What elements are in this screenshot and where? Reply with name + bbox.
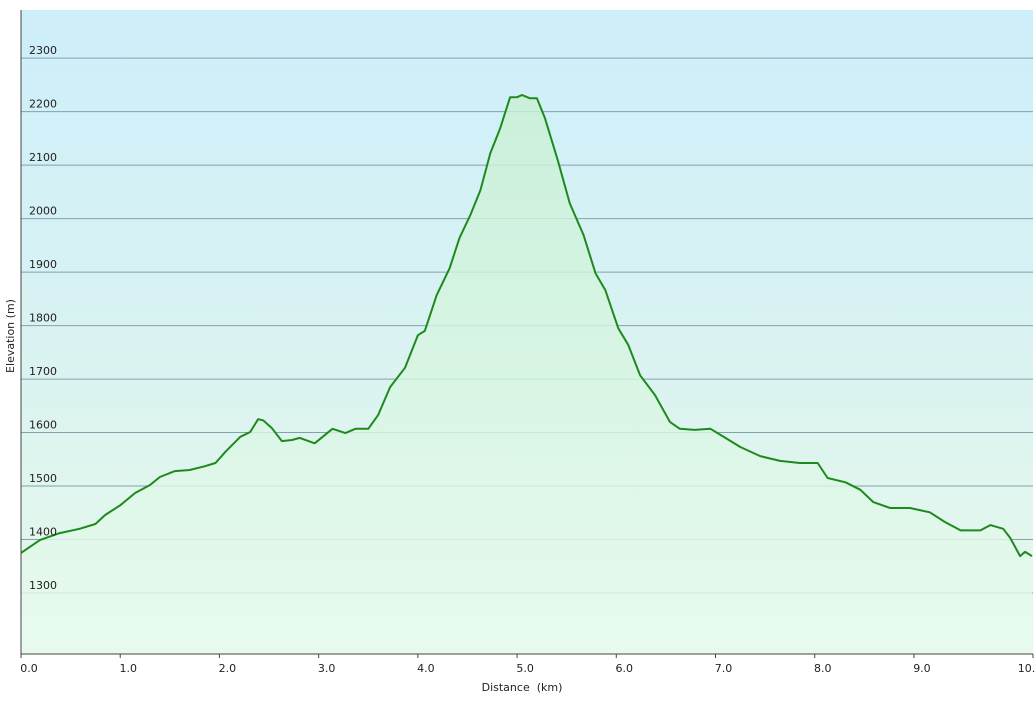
y-tick-label: 1400: [29, 526, 57, 539]
x-tick-label: 4.0: [417, 662, 435, 675]
x-tick-label: 1.0: [119, 662, 137, 675]
area-fill: [21, 95, 1032, 654]
y-axis-label: Elevation (m): [4, 299, 17, 373]
y-tick-label: 1600: [29, 419, 57, 432]
x-tick-label: 9.0: [913, 662, 931, 675]
y-tick-label: 2000: [29, 205, 57, 218]
x-axis-label: Distance (km): [482, 681, 563, 694]
x-tick-label: 7.0: [715, 662, 733, 675]
y-tick-label: 1800: [29, 312, 57, 325]
y-tick-label: 1700: [29, 365, 57, 378]
y-tick-label: 2100: [29, 151, 57, 164]
x-tick-label: 0.0: [20, 662, 38, 675]
y-tick-label: 1300: [29, 579, 57, 592]
y-tick-label: 2300: [29, 44, 57, 57]
y-tick-label: 1500: [29, 472, 57, 485]
y-tick-label: 2200: [29, 98, 57, 111]
x-tick-label: 6.0: [616, 662, 634, 675]
y-tick-label: 1900: [29, 258, 57, 271]
x-tick-label: 10.2: [1018, 662, 1036, 675]
x-tick-label: 5.0: [516, 662, 534, 675]
line: [20, 94, 1033, 558]
x-tick-label: 8.0: [814, 662, 832, 675]
x-tick-label: 3.0: [318, 662, 336, 675]
x-tick-label: 2.0: [219, 662, 237, 675]
